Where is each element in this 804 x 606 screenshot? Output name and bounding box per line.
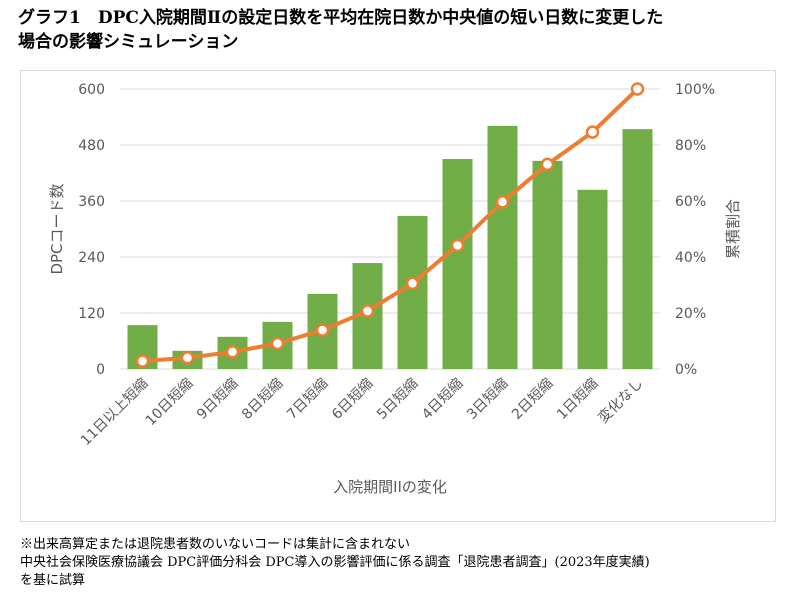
line-point <box>225 345 240 359</box>
x-tick-label: 5日短縮 <box>374 376 421 423</box>
x-tick-label: 9日短縮 <box>194 376 241 423</box>
line-point <box>630 82 645 96</box>
chart-title: グラフ1 DPC入院期間Ⅱの設定日数を平均在院日数か中央値の短い日数に変更した … <box>18 6 798 54</box>
chart-frame <box>20 70 776 522</box>
y2-tick-label: 20% <box>675 306 706 322</box>
title-line-1: グラフ1 DPC入院期間Ⅱの設定日数を平均在院日数か中央値の短い日数に変更した <box>18 8 664 28</box>
footnote-3: を基に試算 <box>20 573 86 588</box>
footnote-2: 中央社会保険医療協議会 DPC評価分科会 DPC導入の影響評価に係る調査「退院患… <box>20 555 650 570</box>
y-tick-label: 240 <box>78 250 105 266</box>
line-point <box>585 125 600 139</box>
cumulative-line <box>142 87 639 364</box>
line-point <box>180 351 195 365</box>
line-point <box>270 336 285 351</box>
bar <box>577 189 608 369</box>
line-point <box>540 157 555 172</box>
y2-tick-label: 40% <box>675 250 706 266</box>
x-tick-label: 1日短縮 <box>554 376 601 423</box>
y-tick-label: 0 <box>96 362 105 378</box>
bar <box>622 129 653 369</box>
line-point <box>315 323 330 337</box>
line-point <box>360 304 375 318</box>
y2-tick-label: 0% <box>675 362 697 378</box>
y2-axis-title: 累積割合 <box>724 199 742 259</box>
x-tick-label: 4日短縮 <box>419 376 466 423</box>
x-tick-label: 11日以上短縮 <box>78 376 151 449</box>
y-tick-label: 360 <box>78 194 105 210</box>
y-tick-label: 120 <box>78 306 105 322</box>
x-tick-label: 8日短縮 <box>239 376 286 423</box>
x-tick-label: 変化なし <box>595 375 647 427</box>
title-line-2: 場合の影響シミュレーション <box>18 32 239 52</box>
line-point <box>450 238 465 253</box>
x-axis-title: 入院期間IIの変化 <box>333 478 447 496</box>
y2-tick-label: 60% <box>675 194 706 210</box>
bar <box>532 160 563 369</box>
line-point <box>135 354 150 368</box>
x-tick-label: 7日短縮 <box>284 376 331 423</box>
y2-tick-label: 100% <box>675 82 715 98</box>
line-point <box>405 276 420 291</box>
bar <box>487 125 518 369</box>
x-tick-label: 6日短縮 <box>329 376 376 423</box>
footnote-1: ※出来高算定または退院患者数のいないコードは集計に含まれない <box>20 537 411 552</box>
x-tick-label: 10日短縮 <box>143 376 197 430</box>
y2-tick-label: 80% <box>675 138 706 154</box>
y-tick-label: 600 <box>78 82 105 98</box>
x-tick-label: 3日短縮 <box>464 376 511 423</box>
y-axis-title: DPCコード数 <box>48 183 66 274</box>
line-point <box>495 195 510 209</box>
bar <box>442 159 473 369</box>
x-tick-label: 2日短縮 <box>509 376 556 423</box>
footnotes: ※出来高算定または退院患者数のいないコードは集計に含まれない 中央社会保険医療協… <box>20 536 650 590</box>
bar <box>397 215 428 369</box>
y-tick-label: 480 <box>78 138 105 154</box>
